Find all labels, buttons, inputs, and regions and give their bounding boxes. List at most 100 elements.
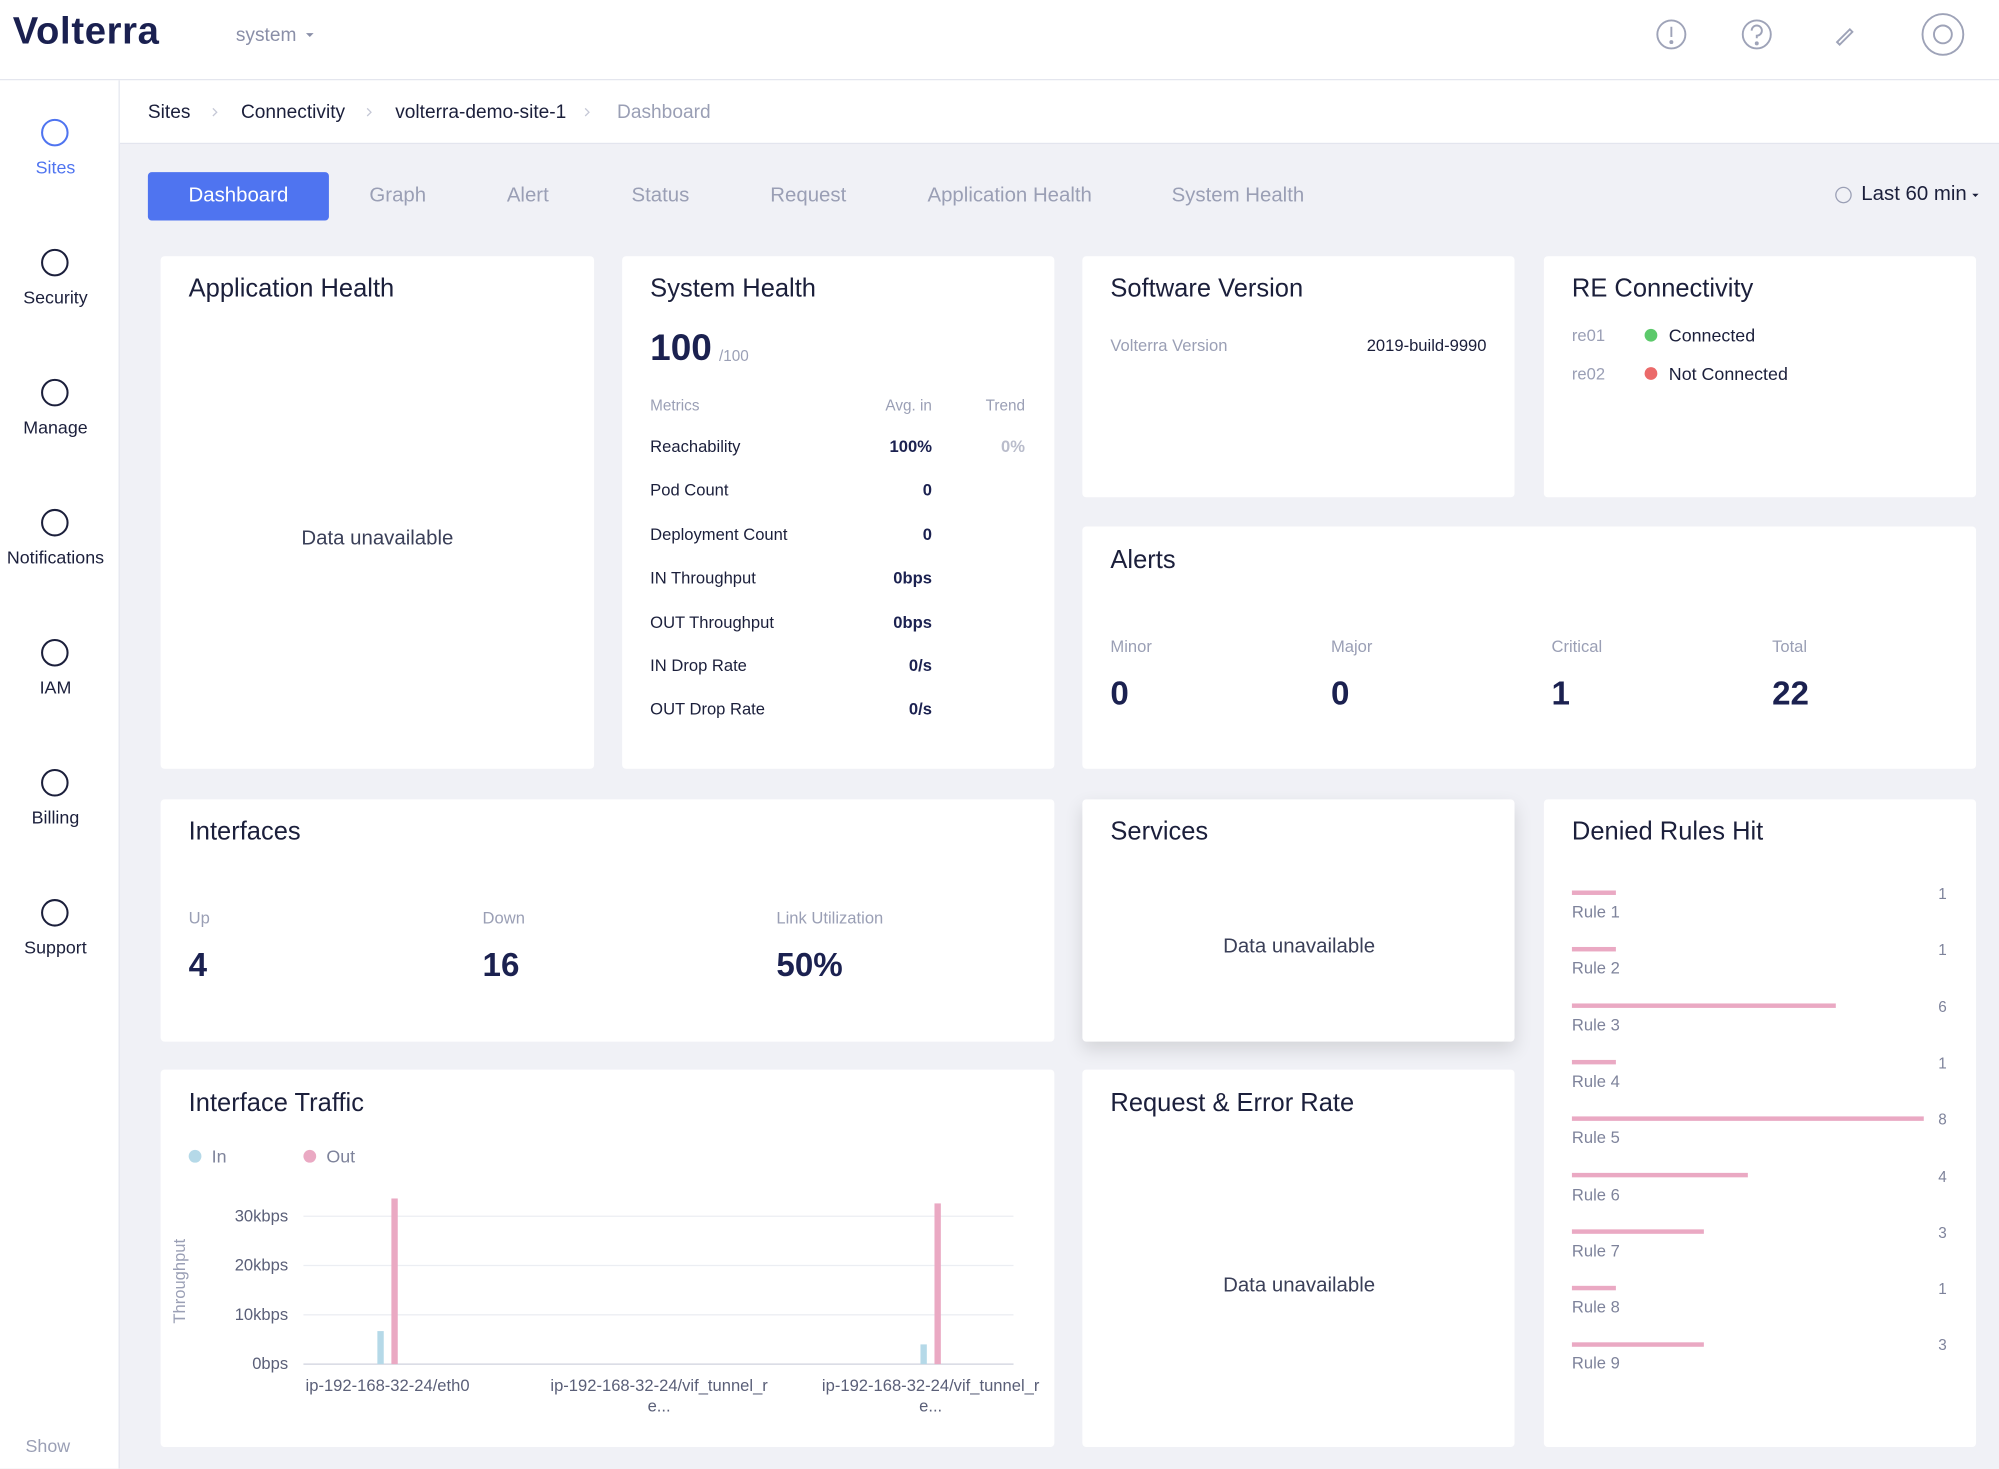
card [622,256,1055,769]
version-value: 2019-build-9990 [1366,335,1487,356]
health-score: 100 [650,328,712,370]
nav-item[interactable]: Notifications [6,546,105,568]
rule-label: Rule 6 [1571,1184,1620,1204]
metric-name: Reachability [650,436,741,456]
caret [1972,193,1979,197]
tab[interactable]: Alert [506,184,549,207]
card-title: RE Connectivity [1571,274,1754,303]
time-range-select[interactable]: Last 60 min [1861,183,1967,206]
card [1082,799,1515,1042]
interface-label: Down [482,908,525,928]
card [1082,1069,1515,1447]
tab[interactable]: Graph [369,184,427,207]
card-title: Interface Traffic [188,1089,364,1118]
breadcrumb-item[interactable]: Connectivity [240,101,346,124]
alert-count: 22 [1772,673,1809,713]
value-label: 3 [1938,1336,1947,1355]
alert-label: Minor [1110,636,1152,656]
value-label: 6 [1938,997,1947,1016]
card [1543,256,1977,498]
value-label: 8 [1938,1110,1947,1129]
metric-name: OUT Throughput [650,612,774,632]
rule-label: Rule 5 [1571,1127,1620,1147]
card [160,256,595,769]
breadcrumb-item[interactable]: Sites [147,101,191,124]
rule-label: Rule 2 [1571,958,1620,978]
nav-item[interactable]: Sites [35,156,76,178]
namespace-select[interactable]: system [235,24,297,46]
interface-value: 50% [776,945,843,984]
metric-avg: 0bps [893,612,932,632]
rule-label: Rule 7 [1571,1240,1620,1260]
interface-label: Link Utilization [776,908,884,928]
re-status: Not Connected [1668,363,1788,384]
breadcrumb-item[interactable]: volterra-demo-site-1 [395,101,567,124]
breadcrumb-item: Dashboard [617,101,711,124]
value-label: 1 [1938,884,1947,903]
metric-name: Deployment Count [650,524,788,544]
card-title: Interfaces [188,817,301,846]
nav-item[interactable]: IAM [39,676,72,698]
metric-avg: 0/s [908,699,932,719]
active-tab-bg [147,172,329,221]
rule-label: Rule 9 [1571,1353,1620,1373]
metric-name: IN Throughput [650,568,756,588]
breadcrumb-bar [119,80,1999,145]
show-toggle[interactable]: Show [25,1435,71,1456]
health-score-max: /100 [719,346,749,365]
nav-item[interactable]: Manage [23,416,88,438]
clock-icon [1835,186,1852,204]
nav-item[interactable]: Security [23,286,88,308]
metric-trend: 0% [1001,436,1025,456]
tab[interactable]: System Health [1171,184,1305,207]
empty-message: Data unavailable [1223,935,1376,958]
tab[interactable]: Request [770,184,847,207]
x-tick-label: ip-192-168-32-24/vif_tunnel_re... [550,1375,768,1416]
card-title: Application Health [188,274,395,303]
interface-value: 4 [188,945,208,984]
nav-item[interactable]: Billing [31,806,80,828]
re-name: re01 [1571,325,1606,345]
value-label: 1 [1938,1280,1947,1298]
card-title: Services [1110,817,1209,846]
value-label: 1 [1938,941,1947,960]
legend-label: Out [326,1146,356,1167]
card-title: Denied Rules Hit [1571,817,1764,846]
value-label: 3 [1938,1223,1947,1242]
card [160,1069,1055,1447]
metric-avg: 100% [889,436,932,456]
column-header: Trend [985,396,1025,415]
value-label: 4 [1938,1167,1947,1185]
interface-label: Up [188,908,210,928]
metric-name: IN Drop Rate [650,655,747,676]
value-label: 1 [1938,1054,1947,1073]
metric-name: Pod Count [650,480,729,500]
card [1543,799,1977,1447]
re-status: Connected [1668,325,1756,346]
card-title: Request & Error Rate [1110,1089,1355,1118]
metric-avg: 0bps [893,568,932,588]
metric-avg: 0/s [908,655,932,676]
logo: Volterra [12,10,160,53]
metric-avg: 0 [922,480,932,500]
tab[interactable]: Dashboard [188,184,289,207]
card [1082,526,1977,769]
rule-label: Rule 3 [1571,1014,1620,1035]
tab[interactable]: Application Health [927,184,1092,207]
top-bar [0,0,1999,81]
nav-item[interactable]: Support [24,937,87,958]
metric-avg: 0 [922,524,932,544]
card-title: System Health [650,274,816,303]
x-tick-label: ip-192-168-32-24/eth0 [305,1375,470,1395]
rule-label: Rule 1 [1571,901,1620,922]
alert-label: Major [1330,636,1373,656]
interface-value: 16 [482,945,520,984]
column-header: Metrics [650,396,700,415]
column-header: Avg. in [885,396,932,415]
legend-label: In [211,1146,227,1167]
tab[interactable]: Status [631,184,690,207]
alert-count: 1 [1551,673,1570,713]
alert-count: 0 [1110,673,1129,713]
card [160,799,1055,1042]
version-label: Volterra Version [1110,335,1228,356]
